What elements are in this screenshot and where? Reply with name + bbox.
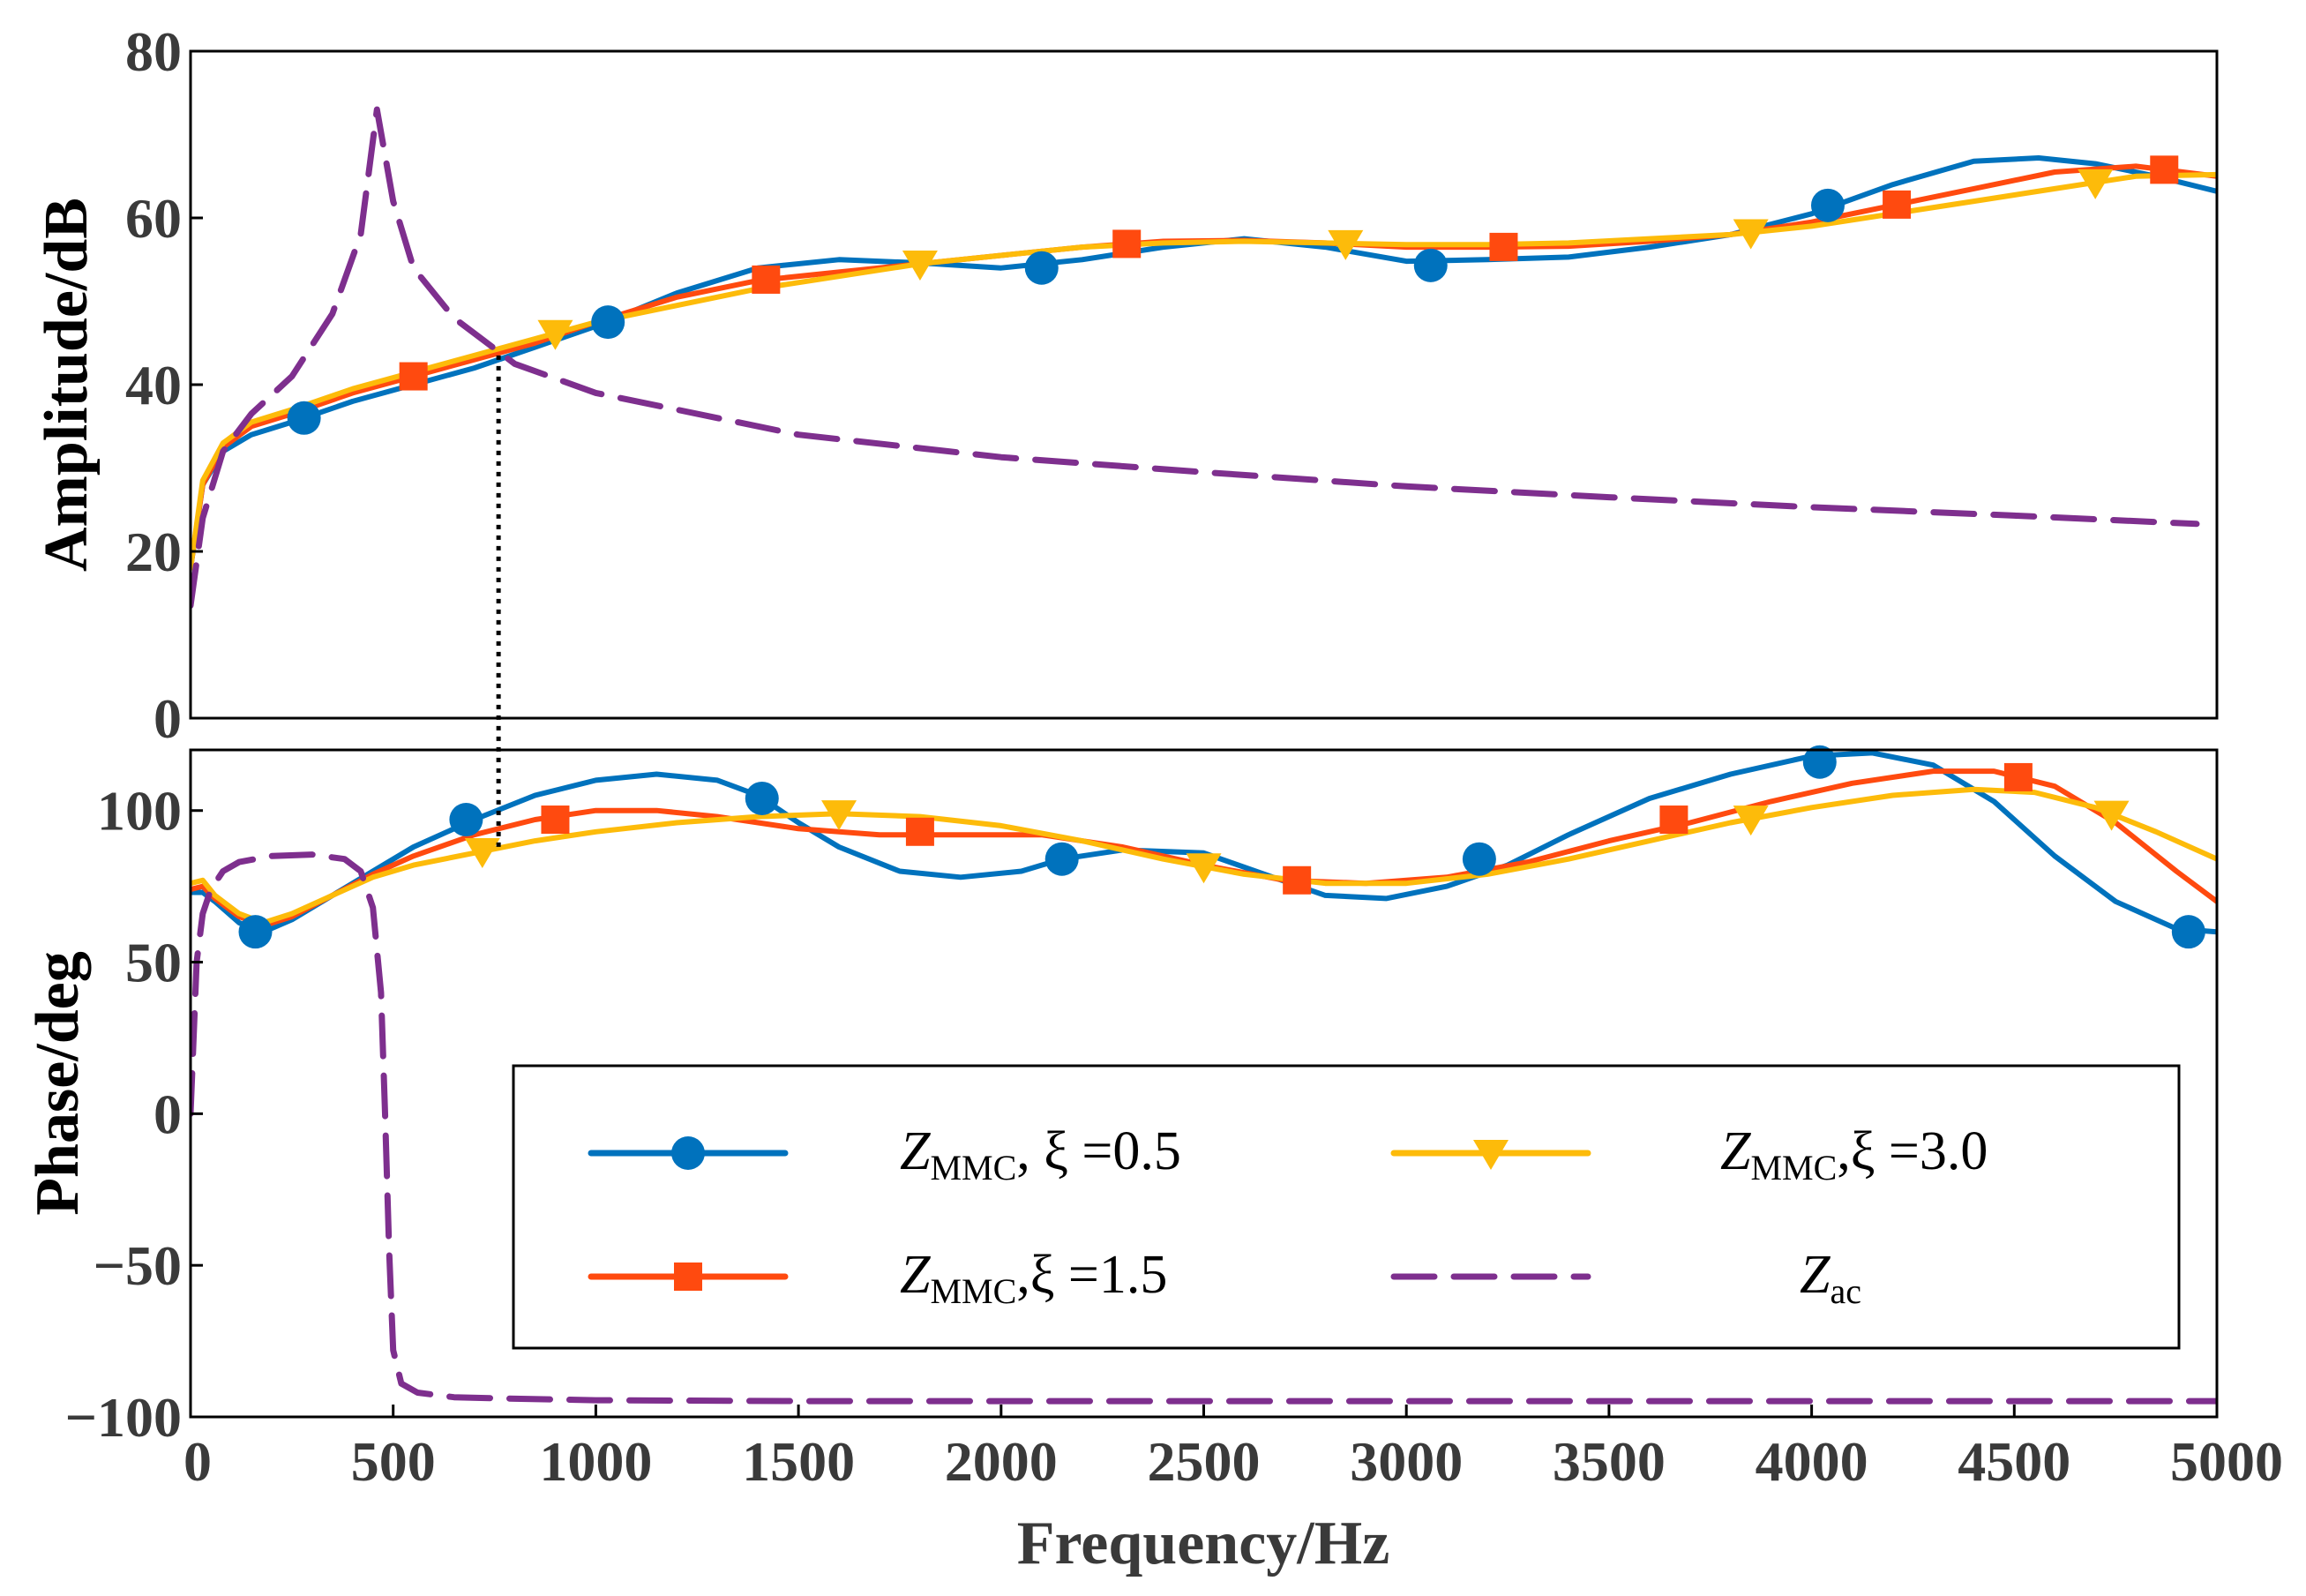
phase-xtick-label: 3000 (1350, 1430, 1463, 1493)
phase-marker-zmmc-1-5 (2003, 762, 2033, 791)
legend-label-rest: ,ξ =1.5 (1016, 1245, 1167, 1305)
amplitude-marker-zmmc-0-5 (1024, 251, 1059, 285)
phase-marker-zmmc-1-5 (1283, 865, 1312, 895)
legend-label-subscript: MMC (1750, 1148, 1837, 1188)
amplitude-marker-zmmc-3-0 (1328, 229, 1364, 260)
phase-xtick-label: 3500 (1553, 1430, 1666, 1493)
phase-marker-zmmc-1-5 (1659, 805, 1688, 835)
legend-label-subscript: ac (1830, 1271, 1861, 1311)
phase-series-zmmc-3-0 (191, 786, 2217, 925)
legend-marker-zmmc-0-5 (671, 1136, 705, 1170)
phase-xtick-label: 4500 (1958, 1430, 2070, 1493)
phase-marker-zmmc-0-5 (745, 781, 779, 815)
phase-marker-zmmc-1-5 (541, 805, 570, 835)
legend-label-zmmc-1-5: ZMMC,ξ =1.5 (900, 1245, 1167, 1311)
phase-marker-zmmc-0-5 (1044, 842, 1079, 876)
amplitude-series-zmmc-1-5 (191, 163, 2217, 571)
amplitude-ytick-label: 0 (153, 687, 182, 750)
legend-label-zac: Zac (1800, 1245, 1861, 1311)
phase-marker-zmmc-0-5 (238, 915, 273, 949)
legend-label-main: Z (900, 1245, 931, 1305)
amplitude-marker-zmmc-1-5 (1112, 229, 1142, 259)
phase-marker-zmmc-0-5 (449, 803, 483, 837)
amplitude-marker-zmmc-1-5 (1883, 190, 1912, 219)
phase-xtick-label: 2500 (1148, 1430, 1261, 1493)
amplitude-marker-zmmc-0-5 (591, 305, 625, 340)
amplitude-marker-zmmc-3-0 (537, 319, 573, 350)
phase-xtick-label: 500 (351, 1430, 436, 1493)
phase-xtick-label: 1000 (539, 1430, 652, 1493)
phase-xlabel: Frequency/Hz (1017, 1510, 1390, 1577)
phase-xtick-label: 1500 (742, 1430, 855, 1493)
amplitude-marker-zmmc-3-0 (1733, 219, 1769, 250)
phase-marker-zmmc-3-0 (1733, 805, 1769, 836)
amplitude-marker-zmmc-0-5 (1810, 188, 1845, 222)
amplitude-series-zmmc-0-5 (191, 155, 2217, 571)
legend-label-subscript: MMC (930, 1271, 1016, 1311)
phase-marker-zmmc-0-5 (1462, 842, 1496, 876)
phase-marker-zmmc-3-0 (1186, 853, 1222, 884)
phase-ytick-label: −50 (94, 1234, 182, 1297)
phase-series-zac (191, 851, 2217, 1405)
phase-ylabel: Phase/deg (24, 951, 92, 1215)
legend-marker-zmmc-3-0 (1473, 1140, 1509, 1170)
amplitude-marker-zmmc-1-5 (2150, 155, 2179, 184)
amplitude-marker-zmmc-0-5 (1413, 248, 1448, 282)
legend-label-subscript: MMC (930, 1148, 1016, 1188)
phase-marker-zmmc-3-0 (2093, 800, 2130, 831)
legend-box (512, 1064, 2181, 1350)
amplitude-panel: 0 20 40 60 80 Amplitude/dB (33, 20, 2219, 750)
phase-marker-zmmc-3-0 (464, 838, 500, 869)
phase-panel: −100 −50 0 50 100 0 500 1000 1500 2000 2500 3000 35… (24, 745, 2283, 1577)
amplitude-ytick-label: 80 (125, 20, 182, 83)
amplitude-marker-zmmc-3-0 (2078, 169, 2114, 199)
legend-label-zmmc-0-5: ZMMC, ξ =0.5 (900, 1121, 1181, 1188)
phase-marker-zmmc-0-5 (1802, 745, 1837, 779)
phase-xtick-label: 2000 (945, 1430, 1058, 1493)
legend-label-rest: ,ξ =3.0 (1837, 1121, 1988, 1181)
phase-xtick-label: 5000 (2170, 1430, 2283, 1493)
amplitude-ytick-label: 20 (125, 521, 182, 583)
legend-label-main: Z (900, 1121, 931, 1181)
phase-marker-zmmc-1-5 (905, 817, 934, 846)
legend-label-main: Z (1800, 1245, 1831, 1305)
phase-marker-zmmc-3-0 (821, 800, 857, 831)
amplitude-ylabel: Amplitude/dB (33, 198, 101, 572)
amplitude-axes-box (189, 49, 2219, 720)
phase-ytick-label: 100 (97, 780, 182, 843)
legend-label-main: Z (1720, 1121, 1751, 1181)
amplitude-ytick-label: 40 (125, 354, 182, 416)
phase-xtick-label: 0 (183, 1430, 212, 1493)
legend-label-zmmc-3-0: ZMMC,ξ =3.0 (1720, 1121, 1988, 1188)
legend-marker-zmmc-1-5 (674, 1263, 702, 1291)
amplitude-marker-zmmc-1-5 (399, 362, 428, 391)
phase-ytick-label: 0 (153, 1083, 182, 1145)
amplitude-marker-zmmc-0-5 (287, 401, 321, 435)
phase-ytick-label: 50 (125, 932, 182, 994)
phase-ytick-label: −100 (65, 1386, 182, 1449)
amplitude-marker-zmmc-3-0 (902, 250, 938, 281)
amplitude-marker-zmmc-1-5 (1489, 232, 1518, 261)
phase-xtick-label: 4000 (1756, 1430, 1868, 1493)
amplitude-marker-zmmc-1-5 (752, 265, 781, 294)
amplitude-series-zac (191, 106, 2200, 609)
phase-marker-zmmc-0-5 (2171, 915, 2205, 949)
legend-label-rest: , ξ =0.5 (1016, 1121, 1181, 1181)
amplitude-ytick-label: 60 (125, 187, 182, 250)
